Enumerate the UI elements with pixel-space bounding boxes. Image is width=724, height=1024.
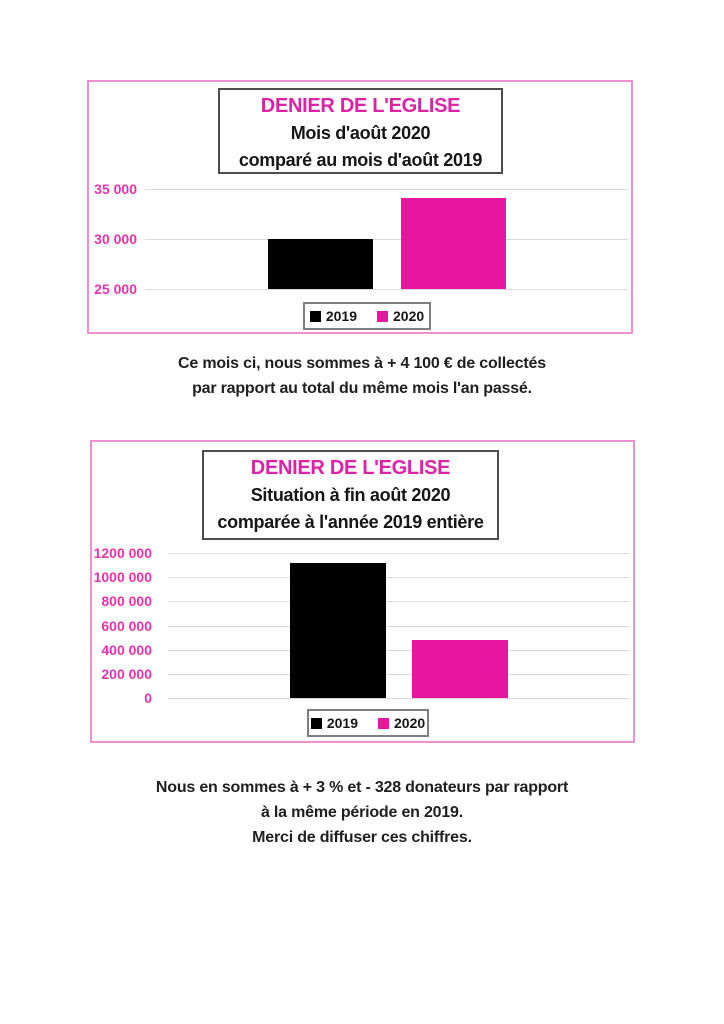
legend-label-2020: 2020 (393, 308, 425, 324)
chart-2-y-tick-label: 800 000 (101, 593, 152, 610)
legend-label-2019: 2019 (325, 308, 357, 324)
chart-1-subtitle-line-1: Mois d'août 2020 (290, 123, 431, 143)
caption-line: à la même période en 2019. (260, 804, 464, 821)
legend-swatch-magenta (378, 717, 389, 729)
chart-1-legend: 2019 2020 (303, 302, 431, 330)
gridline (145, 289, 628, 290)
chart-2-y-tick-label: 400 000 (101, 641, 152, 658)
chart-2-legend-item-2019: 2019 (310, 715, 358, 731)
chart-1-bar-2019 (267, 239, 373, 289)
chart-2-title: DENIER DE L'EGLISE (250, 457, 451, 479)
chart-2-bar-2020 (412, 640, 508, 698)
caption-line: Nous en sommes à + 3 % et - 328 donateur… (155, 779, 569, 796)
chart-1-frame: DENIER DE L'EGLISE Mois d'août 2020 comp… (87, 80, 633, 334)
chart-1-legend-item-2019: 2019 (309, 308, 357, 324)
caption-year-comparison: Nous en sommes à + 3 % et - 328 donateur… (0, 775, 724, 850)
chart-2-title-box: DENIER DE L'EGLISE Situation à fin août … (202, 450, 499, 540)
chart-2-frame: DENIER DE L'EGLISE Situation à fin août … (90, 440, 635, 743)
chart-2-subtitle-line-1: Situation à fin août 2020 (250, 485, 451, 505)
gridline (168, 649, 630, 651)
caption-line: par rapport au total du même mois l'an p… (192, 380, 532, 397)
gridline (168, 601, 630, 603)
chart-2-subtitle-line-2: comparée à l'année 2019 entière (217, 512, 484, 532)
chart-2-plot-area: 1200 000 1000 000 800 000 600 000 400 00… (94, 545, 630, 706)
caption-month-comparison: Ce mois ci, nous sommes à + 4 100 € de c… (0, 351, 724, 401)
chart-2-y-tick-label: 200 000 (101, 665, 152, 682)
chart-2-y-tick-label: 600 000 (101, 617, 152, 634)
chart-2-y-tick-label: 1200 000 (93, 545, 152, 561)
chart-1-bar-2020 (400, 198, 506, 289)
caption-line: Ce mois ci, nous sommes à + 4 100 € de c… (178, 355, 546, 372)
gridline (168, 553, 630, 554)
chart-2-y-tick-label: 1000 000 (93, 569, 152, 586)
chart-2-y-tick-label: 0 (144, 690, 152, 706)
gridline (168, 673, 630, 675)
chart-1-subtitle-line-2: comparé au mois d'août 2019 (238, 150, 483, 170)
chart-2-legend-item-2020: 2020 (378, 715, 425, 731)
legend-swatch-black (310, 717, 322, 729)
legend-label-2019: 2019 (326, 715, 358, 731)
chart-2-bar-2019 (290, 562, 386, 698)
legend-swatch-black (309, 310, 321, 322)
legend-swatch-magenta (377, 310, 388, 322)
legend-label-2020: 2020 (394, 715, 426, 731)
chart-1-bars (145, 189, 628, 289)
chart-1-title-box: DENIER DE L'EGLISE Mois d'août 2020 comp… (218, 88, 503, 174)
gridline (168, 698, 630, 699)
chart-2-legend: 2019 2020 (307, 709, 429, 737)
chart-1-y-tick-label: 35 000 (94, 181, 137, 197)
gridline (145, 239, 628, 240)
gridline (168, 577, 630, 579)
caption-line: Merci de diffuser ces chiffres. (252, 829, 472, 846)
chart-1-legend-item-2020: 2020 (377, 308, 424, 324)
chart-1-y-tick-label: 30 000 (94, 231, 137, 247)
chart-1-title: DENIER DE L'EGLISE (260, 95, 461, 117)
gridline (145, 189, 628, 190)
chart-2-bars (168, 553, 630, 698)
gridline (168, 625, 630, 627)
chart-1-plot-area: 35 000 30 000 25 000 (94, 181, 628, 297)
chart-1-y-tick-label: 25 000 (94, 281, 137, 297)
